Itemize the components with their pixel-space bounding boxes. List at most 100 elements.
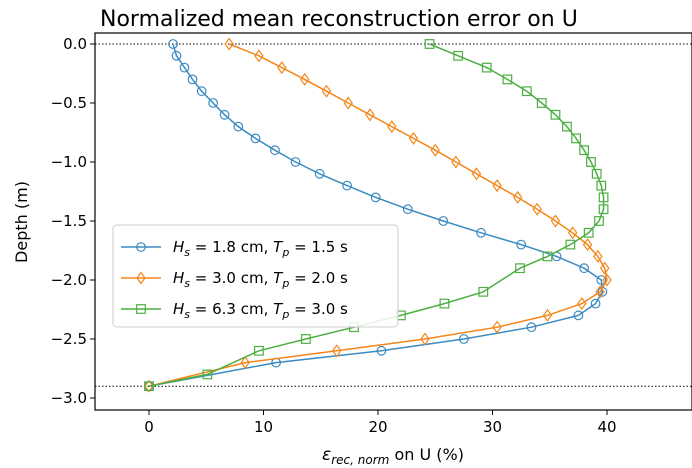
data-point: [299, 72, 310, 86]
data-point: [342, 180, 352, 191]
data-point: [343, 96, 353, 110]
data-point: [224, 37, 234, 51]
legend-entry-2: Hs = 3.0 cm, Tp = 2.0 s: [121, 269, 348, 290]
legend-marker: [136, 271, 146, 285]
data-point: [179, 62, 190, 73]
series-3: [144, 39, 609, 392]
data-point: [300, 334, 311, 344]
data-point: [492, 320, 502, 334]
data-point: [562, 121, 572, 132]
data-point: [579, 263, 589, 274]
x-axis-label: εrec, norm on U (%): [322, 445, 464, 467]
x-tick-label: 10: [254, 418, 273, 436]
x-axis-label-subscript: rec, norm: [331, 453, 389, 467]
data-point: [596, 275, 607, 285]
data-point: [521, 86, 532, 97]
data-point: [502, 74, 513, 85]
data-point: [202, 369, 213, 380]
data-point: [599, 261, 610, 275]
data-point: [583, 227, 594, 238]
legend-label: Hs = 3.0 cm, Tp = 2.0 s: [173, 269, 348, 290]
x-axis: 0 10 20 30 40: [144, 410, 617, 436]
data-point: [591, 168, 602, 179]
data-point: [430, 143, 440, 157]
y-tick-label: 0.0: [63, 35, 87, 53]
legend-label: Hs = 6.3 cm, Tp = 3.0 s: [173, 300, 348, 321]
series-line: [148, 43, 605, 387]
x-tick-label: 40: [597, 418, 616, 436]
data-point: [602, 273, 612, 287]
data-point: [402, 204, 413, 215]
data-point: [376, 345, 387, 356]
y-tick-label: −2.5: [51, 330, 87, 348]
data-point: [577, 297, 587, 311]
data-point: [439, 298, 450, 309]
data-point: [586, 157, 596, 167]
data-point: [321, 84, 332, 98]
data-point: [144, 381, 154, 392]
data-point: [532, 202, 542, 216]
data-point: [196, 86, 207, 97]
data-point: [590, 298, 601, 309]
data-point: [471, 167, 482, 181]
data-point: [332, 344, 342, 358]
y-tick-label: −3.0: [51, 389, 87, 407]
data-point: [536, 98, 547, 108]
data-point: [370, 192, 381, 203]
legend-entry-3: Hs = 6.3 cm, Tp = 3.0 s: [121, 300, 348, 321]
data-point: [254, 49, 264, 63]
data-point: [171, 50, 182, 61]
y-axis: 0.0 −0.5 −1.0 −1.5 −2.0 −2.5 −3.0: [51, 35, 95, 407]
y-tick-label: −2.0: [51, 271, 87, 289]
data-point: [515, 263, 525, 274]
data-point: [168, 39, 178, 49]
data-point: [451, 155, 461, 169]
data-point: [187, 74, 198, 85]
data-point: [595, 285, 605, 299]
data-point: [573, 310, 584, 321]
data-point: [579, 145, 589, 156]
x-tick-label: 20: [368, 418, 387, 436]
y-tick-label: −0.5: [51, 94, 87, 112]
y-tick-label: −1.5: [51, 212, 87, 230]
data-point: [596, 180, 607, 191]
data-point: [567, 226, 578, 240]
data-point: [408, 131, 419, 145]
data-point: [582, 238, 593, 252]
chart-title: Normalized mean reconstruction error on …: [100, 7, 578, 32]
data-point: [270, 145, 280, 156]
data-point: [365, 108, 375, 122]
x-tick-label: 30: [483, 418, 502, 436]
data-point: [542, 308, 553, 322]
data-point: [571, 133, 581, 144]
legend-entry-1: Hs = 1.8 cm, Tp = 1.5 s: [121, 238, 348, 259]
data-point: [254, 345, 264, 356]
data-point: [420, 332, 430, 346]
data-point: [208, 98, 219, 108]
data-point: [453, 50, 464, 61]
data-point: [438, 216, 449, 226]
legend-entries: Hs = 1.8 cm, Tp = 1.5 s Hs = 3.0 cm, Tp =…: [121, 238, 348, 321]
series-line: [148, 43, 604, 387]
data-point: [144, 379, 154, 393]
x-axis-label-symbol: ε: [322, 445, 331, 465]
data-point: [424, 39, 435, 49]
data-point: [277, 61, 287, 75]
data-point: [512, 190, 523, 204]
data-point: [565, 239, 576, 250]
data-point: [542, 251, 553, 262]
legend-marker: [136, 242, 146, 252]
data-point: [492, 179, 502, 193]
x-tick-label: 0: [144, 418, 154, 436]
plot-data: [95, 37, 692, 393]
data-point: [240, 356, 250, 370]
data-point: [526, 322, 537, 333]
series-line: [148, 43, 608, 387]
legend-label: Hs = 1.8 cm, Tp = 1.5 s: [173, 238, 348, 259]
legend-marker: [136, 304, 146, 314]
data-point: [233, 121, 244, 132]
data-point: [476, 227, 486, 238]
data-point: [478, 286, 489, 297]
data-point: [550, 214, 561, 228]
